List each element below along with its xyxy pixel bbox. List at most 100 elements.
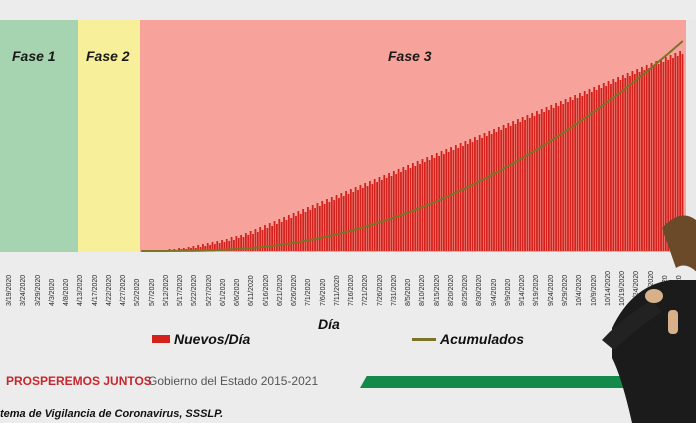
bar: [540, 109, 543, 251]
bar: [495, 132, 498, 251]
bar: [593, 87, 596, 251]
bar: [194, 248, 197, 251]
bar: [443, 154, 445, 251]
bar: [182, 248, 185, 251]
x-tick-label: 7/31/2020: [390, 274, 398, 306]
bar: [562, 104, 565, 251]
bar: [600, 88, 603, 251]
bar: [445, 149, 448, 251]
bar: [595, 90, 598, 251]
bar: [469, 139, 472, 251]
bar: [311, 205, 314, 251]
bar: [211, 242, 214, 251]
bar: [321, 201, 324, 251]
bar: [302, 209, 305, 251]
bar: [636, 69, 639, 251]
bar: [493, 129, 495, 251]
bar: [285, 220, 288, 251]
bar: [590, 92, 593, 251]
bar: [378, 177, 381, 251]
bar: [631, 71, 634, 251]
bar: [602, 83, 605, 251]
bar: [447, 152, 450, 251]
bar: [548, 110, 550, 251]
bar: [507, 123, 510, 251]
bar: [428, 160, 431, 251]
bar: [538, 114, 541, 251]
x-tick-label: 7/16/2020: [348, 274, 356, 306]
x-tick-label: 7/26/2020: [376, 274, 384, 306]
bar: [617, 77, 619, 251]
bar: [197, 245, 200, 251]
x-tick-label: 3/29/2020: [34, 274, 42, 306]
bar: [345, 191, 347, 251]
bar: [342, 196, 345, 251]
phase-1-label: Fase 1: [12, 48, 56, 64]
bar: [481, 138, 483, 251]
bar: [605, 86, 608, 251]
bar: [237, 238, 240, 251]
x-tick-label: 5/12/2020: [162, 274, 170, 306]
bar: [292, 213, 295, 251]
x-tick-label: 8/10/2020: [419, 274, 427, 306]
bar: [414, 166, 417, 251]
x-tick-label: 8/20/2020: [447, 274, 455, 306]
x-tick-label: 4/13/2020: [77, 274, 85, 306]
bar: [648, 68, 650, 251]
bar: [376, 182, 378, 251]
bar: [268, 223, 271, 251]
slogan-text: PROSPEREMOS JUNTOS: [6, 374, 152, 388]
bar: [588, 89, 591, 251]
bar: [621, 75, 624, 251]
bar: [564, 99, 567, 251]
bar: [526, 115, 529, 251]
bar: [233, 240, 235, 251]
bar: [266, 228, 269, 251]
bar: [536, 111, 538, 251]
bar: [476, 140, 479, 251]
bar: [338, 198, 340, 251]
x-tick-label: 7/6/2020: [319, 278, 327, 306]
bar: [385, 178, 388, 251]
chart-plot-area: Fase 1 Fase 2 Fase 3: [0, 20, 696, 252]
bar: [676, 56, 679, 251]
bar: [638, 72, 641, 251]
bar: [571, 100, 574, 251]
bar: [228, 241, 231, 251]
bar: [352, 192, 355, 251]
bar: [318, 206, 321, 251]
bar: [500, 130, 503, 251]
bar: [569, 97, 572, 251]
bar: [645, 65, 648, 251]
bar: [309, 210, 312, 251]
x-tick-label: 3/19/2020: [6, 274, 13, 306]
bar: [452, 150, 455, 251]
bar: [242, 237, 245, 251]
x-tick-label: 9/14/2020: [519, 274, 527, 306]
bar: [457, 148, 460, 251]
bar: [190, 248, 192, 251]
bar: [392, 171, 395, 251]
bar: [187, 247, 190, 251]
bar: [366, 186, 369, 251]
x-tick-label: 5/22/2020: [191, 274, 199, 306]
bar: [283, 217, 285, 251]
bar: [354, 187, 357, 251]
bar: [464, 141, 467, 251]
bar: [333, 200, 336, 251]
bar: [514, 124, 517, 251]
bar: [287, 215, 290, 251]
bar: [412, 163, 414, 251]
legend-bars: Nuevos/Día: [152, 331, 250, 347]
bar: [516, 119, 519, 251]
x-tick-label: 4/3/2020: [48, 278, 56, 306]
bar: [531, 113, 534, 251]
bar: [273, 221, 276, 251]
bar: [497, 127, 500, 251]
bar: [323, 204, 326, 251]
legend-line-label: Acumulados: [440, 331, 525, 347]
bar: [583, 91, 586, 251]
bar: [235, 236, 238, 251]
chart-svg: [141, 40, 684, 252]
